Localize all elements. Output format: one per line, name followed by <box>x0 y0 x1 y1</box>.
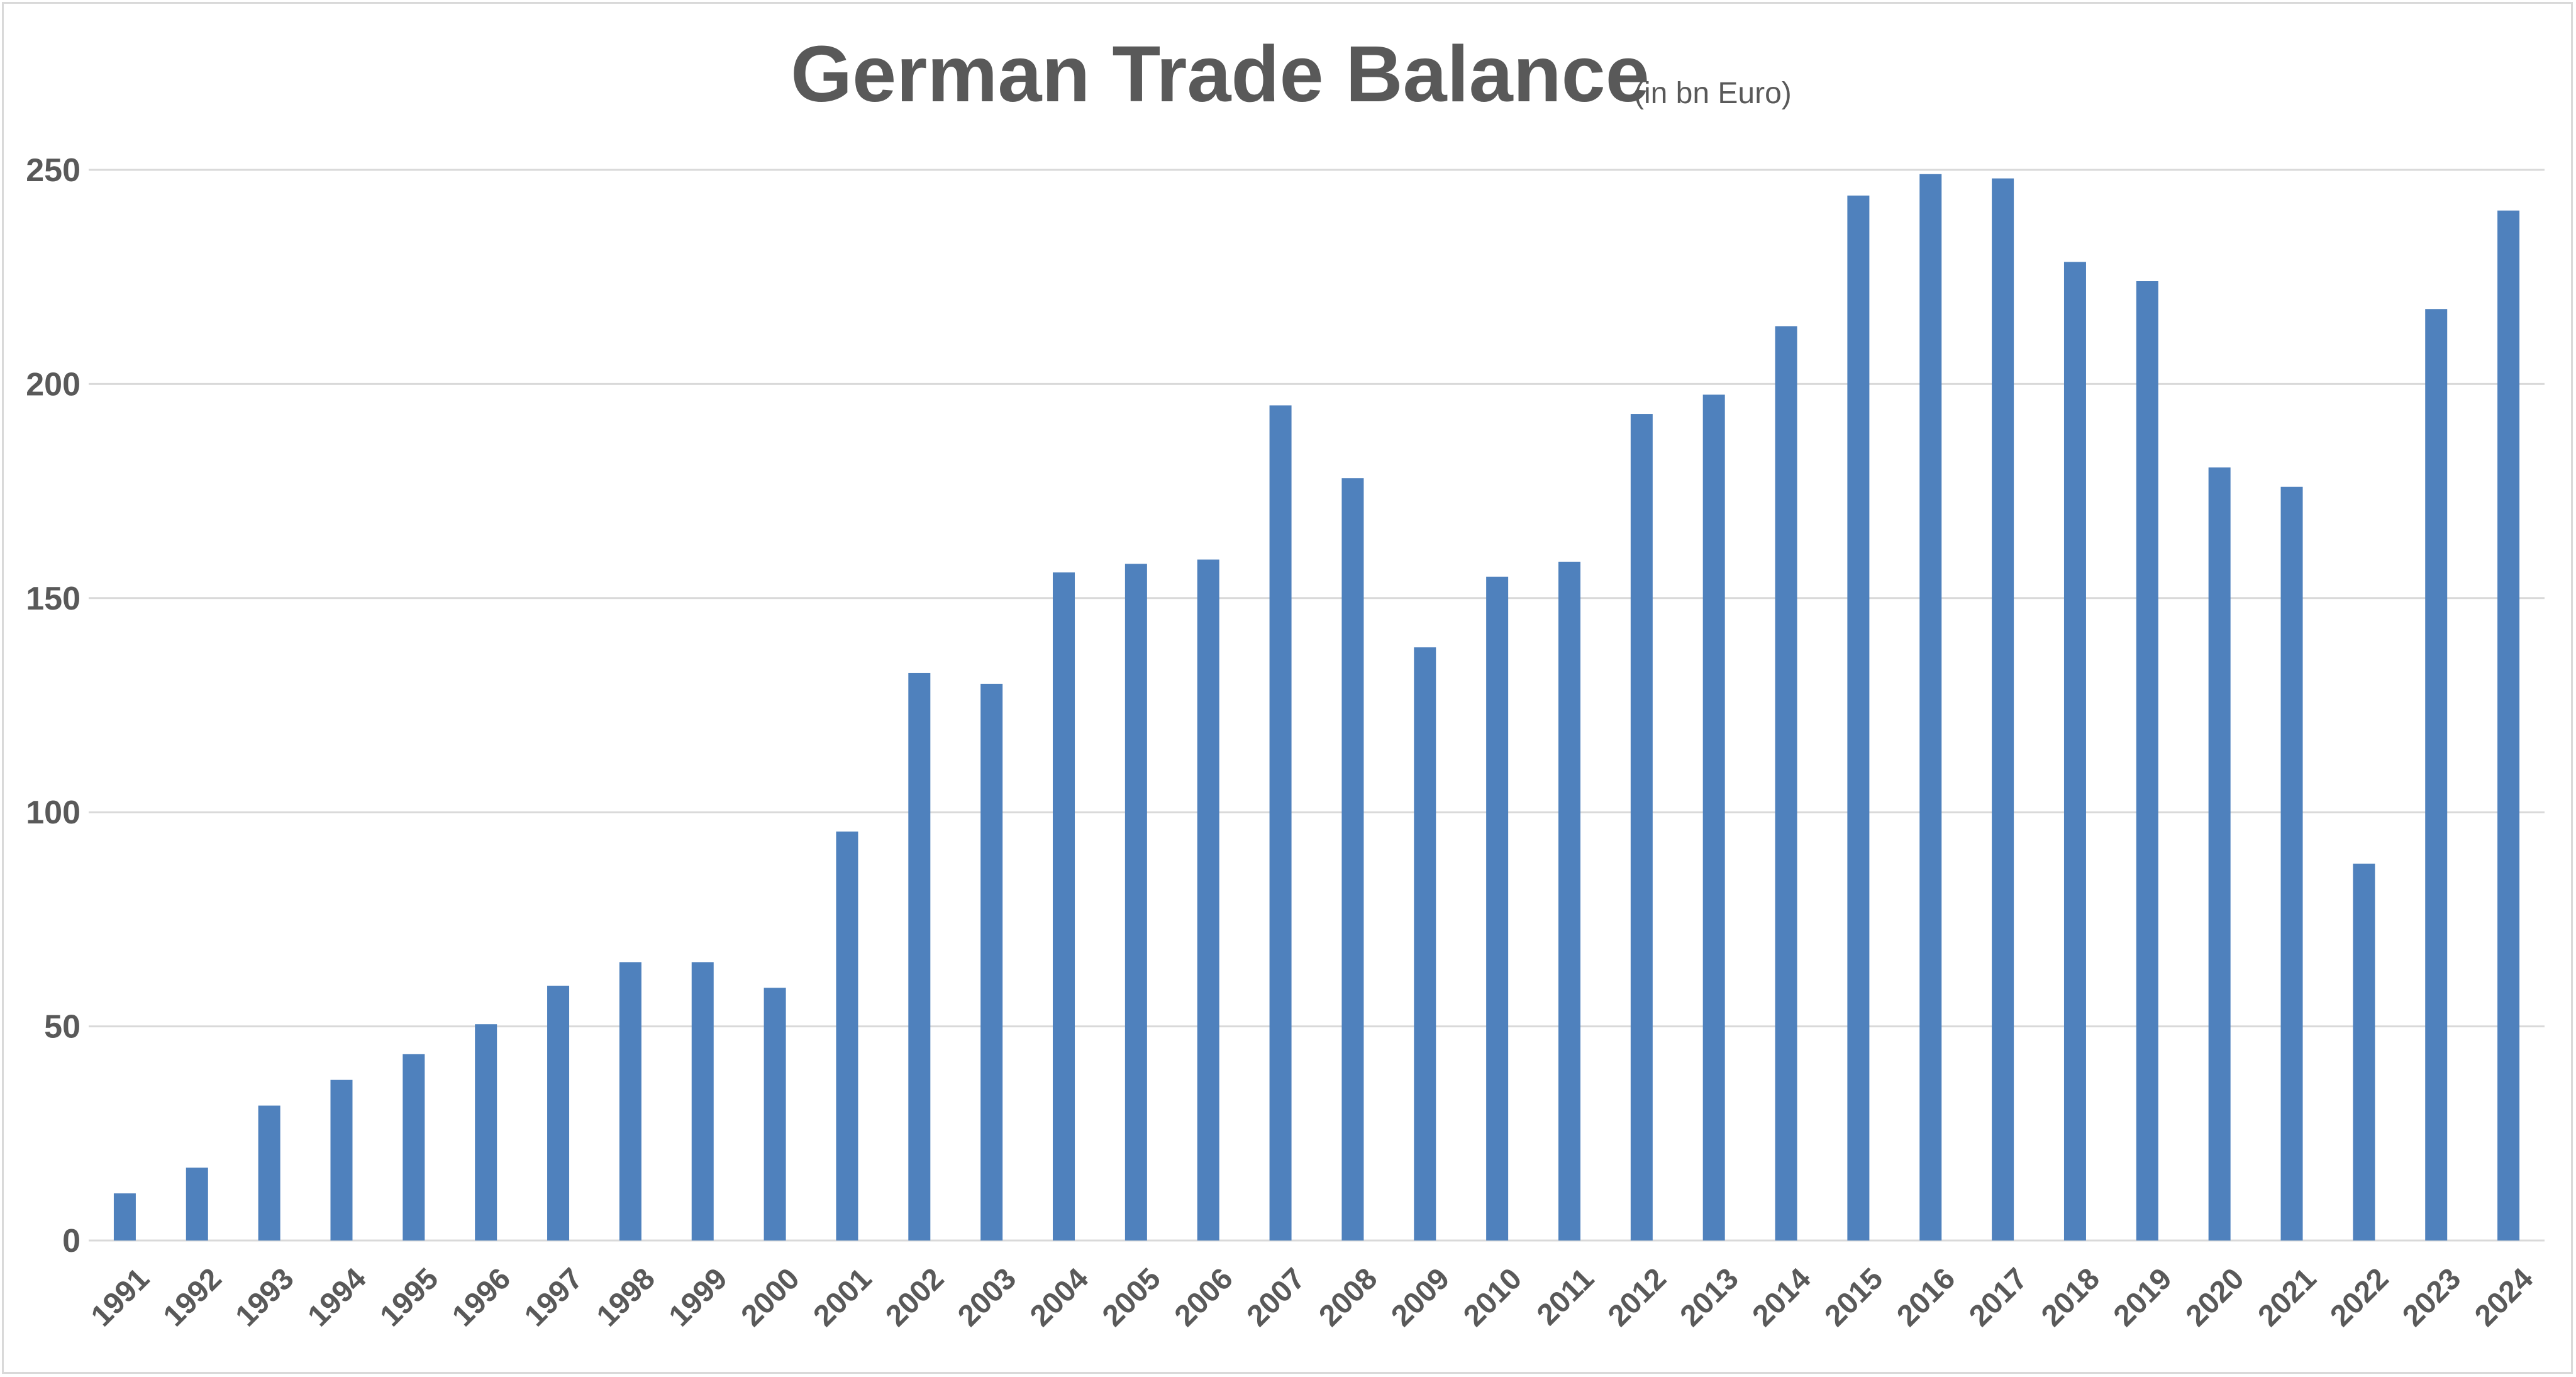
bar-2006 <box>1197 559 1219 1240</box>
chart-subtitle-text: (in bn Euro) <box>1634 77 1792 110</box>
x-tick-label: 2022 <box>2324 1262 2395 1333</box>
bar-1999 <box>691 962 714 1240</box>
bar-2017 <box>1992 178 2014 1241</box>
x-tick-label: 2008 <box>1313 1262 1384 1333</box>
bar-2021 <box>2280 486 2303 1240</box>
x-tick-label: 2009 <box>1385 1262 1456 1333</box>
bars <box>113 174 2520 1241</box>
x-tick-label: 2014 <box>1746 1262 1818 1333</box>
x-tick-label: 1993 <box>230 1262 301 1333</box>
bar-2015 <box>1847 195 1870 1240</box>
y-tick-label: 100 <box>26 794 80 831</box>
bar-2012 <box>1630 414 1653 1240</box>
x-tick-label: 2024 <box>2468 1262 2540 1333</box>
x-tick-label: 1995 <box>374 1262 445 1333</box>
x-tick-label: 2013 <box>1674 1262 1745 1333</box>
x-tick-label: 2011 <box>1531 1262 1601 1332</box>
x-tick-label: 2012 <box>1602 1262 1673 1333</box>
bar-1992 <box>186 1168 208 1240</box>
x-tick-label: 2015 <box>1818 1262 1889 1333</box>
chart-svg: German Trade Balance (in bn Euro) 0 50 100… <box>26 30 2545 1333</box>
x-tick-label: 2023 <box>2396 1262 2467 1333</box>
x-tick-label: 1994 <box>302 1262 373 1333</box>
bar-2022 <box>2353 863 2375 1240</box>
bar-1991 <box>113 1193 136 1240</box>
x-tick-label: 2006 <box>1169 1262 1240 1333</box>
x-tick-label: 1996 <box>446 1262 517 1333</box>
bar-2002 <box>908 672 931 1240</box>
bar-2023 <box>2425 309 2448 1240</box>
y-axis-ticks: 0 50 100 150 200 250 <box>26 152 80 1259</box>
bar-1998 <box>619 962 641 1240</box>
x-tick-label: 2018 <box>2035 1262 2106 1333</box>
x-tick-label: 1999 <box>663 1262 734 1333</box>
bar-2001 <box>836 831 858 1240</box>
bar-1993 <box>258 1105 280 1240</box>
bar-2016 <box>1919 174 1942 1241</box>
chart-title: German Trade Balance (in bn Euro) <box>791 30 1792 118</box>
bar-2003 <box>980 683 1003 1240</box>
x-axis-ticks: 1991 1992 1993 1994 1995 1996 1997 1998 1999 2000… <box>85 1262 2540 1333</box>
gridlines <box>89 169 2545 1242</box>
y-tick-label: 0 <box>62 1223 80 1259</box>
x-tick-label: 2010 <box>1457 1262 1528 1333</box>
bar-2013 <box>1702 394 1725 1241</box>
y-tick-label: 50 <box>44 1009 80 1045</box>
bar-2020 <box>2208 467 2231 1240</box>
y-tick-label: 200 <box>26 366 80 403</box>
bar-2000 <box>763 988 786 1240</box>
x-tick-label: 1991 <box>85 1262 156 1333</box>
x-tick-label: 2005 <box>1096 1262 1167 1333</box>
x-tick-label: 2019 <box>2107 1262 2179 1333</box>
x-tick-label: 1992 <box>157 1262 228 1333</box>
bar-1996 <box>475 1024 497 1240</box>
bar-2014 <box>1775 326 1797 1241</box>
bar-2024 <box>2497 210 2520 1240</box>
x-tick-label: 2001 <box>808 1262 879 1333</box>
bar-1994 <box>330 1079 353 1240</box>
bar-2004 <box>1053 572 1075 1240</box>
bar-2019 <box>2136 281 2158 1240</box>
x-tick-label: 2002 <box>879 1262 950 1333</box>
bar-2005 <box>1124 564 1147 1241</box>
x-tick-label: 2017 <box>1963 1262 2034 1333</box>
bar-1995 <box>402 1054 425 1240</box>
y-tick-label: 250 <box>26 152 80 189</box>
y-tick-label: 150 <box>26 581 80 617</box>
bar-2010 <box>1486 576 1509 1240</box>
x-tick-label: 2020 <box>2180 1262 2251 1333</box>
bar-2008 <box>1341 478 1364 1240</box>
bar-2007 <box>1269 405 1292 1241</box>
bar-2011 <box>1558 561 1580 1240</box>
x-tick-label: 2003 <box>952 1262 1023 1333</box>
x-tick-label: 2021 <box>2252 1262 2323 1333</box>
x-tick-label: 2007 <box>1241 1262 1312 1333</box>
x-tick-label: 2016 <box>1890 1262 1962 1333</box>
x-tick-label: 2004 <box>1024 1262 1095 1333</box>
x-tick-label: 2000 <box>735 1262 806 1333</box>
bar-2009 <box>1414 647 1436 1240</box>
bar-2018 <box>2063 262 2086 1240</box>
bar-1997 <box>547 985 570 1240</box>
x-tick-label: 1998 <box>591 1262 662 1333</box>
x-tick-label: 1997 <box>518 1262 589 1333</box>
chart-title-text: German Trade Balance <box>791 30 1650 118</box>
